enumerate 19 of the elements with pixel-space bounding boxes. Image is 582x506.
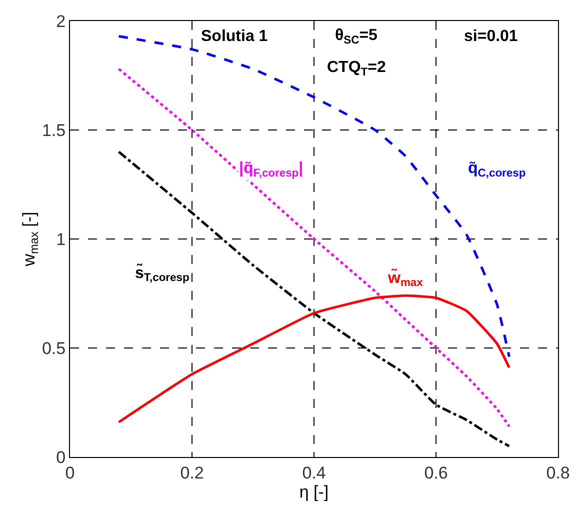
x-tick-label: 0.2 (180, 463, 204, 482)
y-tick-label: 0.5 (42, 338, 66, 358)
x-tick-label: 0.8 (546, 463, 570, 482)
line-series (118, 294, 510, 424)
x-axis-title: η [-] (299, 482, 329, 502)
x-tick-label: 0.4 (302, 463, 326, 482)
y-tick-label: 0 (56, 448, 66, 467)
y-tick-label: 1.5 (42, 120, 66, 140)
y-tick-label: 2 (56, 12, 66, 31)
annotation: CTQ$_{T}$=2 (327, 59, 386, 78)
annotation: si=0.01 (464, 28, 518, 45)
x-tick-label: 0.6 (424, 463, 448, 482)
annotation: s̃$_{T,coresp}$ (135, 263, 190, 284)
annotation: θ$_{SC}$=5 (335, 27, 378, 46)
annotation: |q̃$_{F,coresp}$| (239, 160, 304, 180)
y-tick-label: 1 (56, 230, 66, 249)
annotation: w̃$_{max}$ (387, 268, 424, 290)
annotation: q̃$_{C,coresp}$ (468, 160, 526, 180)
annotation: Solutia 1 (201, 28, 268, 45)
